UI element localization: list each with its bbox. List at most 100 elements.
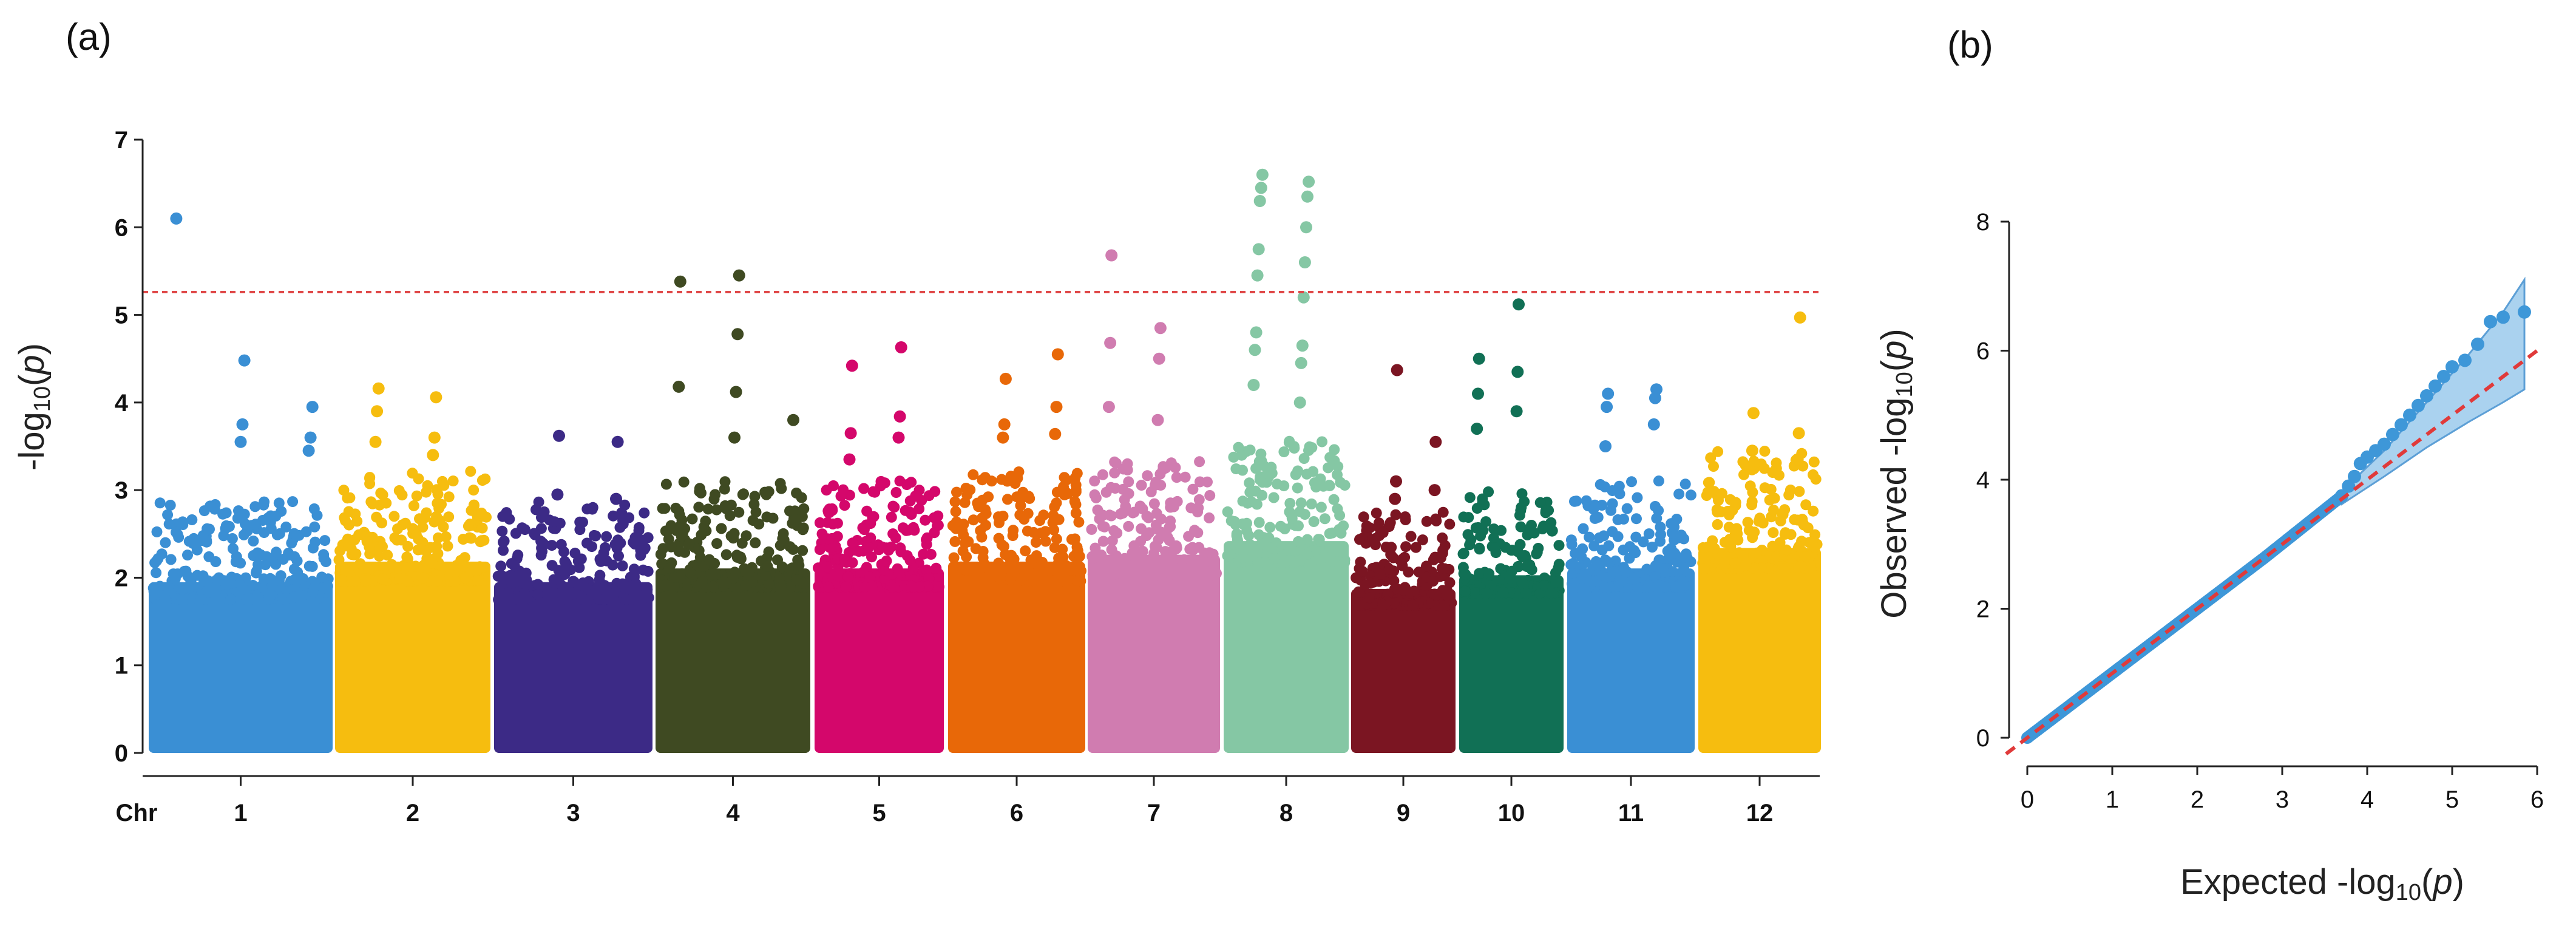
chromosome-6-point bbox=[1069, 495, 1080, 507]
chromosome-10-point bbox=[1474, 542, 1485, 554]
chromosome-7-point bbox=[1171, 472, 1182, 483]
chromosome-4-point bbox=[657, 503, 668, 514]
chromosome-5-point bbox=[833, 571, 844, 582]
chromosome-6-point bbox=[1035, 527, 1047, 539]
chromosome-9-point bbox=[1364, 522, 1375, 534]
chromosome-6-point bbox=[1071, 547, 1083, 559]
chromosome-2-point bbox=[399, 517, 411, 529]
chromosome-2-point bbox=[468, 499, 480, 511]
chromosome-12-point bbox=[1730, 524, 1742, 536]
chromosome-7-point bbox=[1199, 547, 1210, 559]
chromosome-3-point bbox=[532, 589, 543, 601]
chromosome-2-point bbox=[334, 545, 346, 557]
chromosome-1-body bbox=[149, 582, 333, 753]
chromosome-11-point bbox=[1592, 511, 1604, 523]
qq-x-axis-title: Expected -log10(p) bbox=[2180, 862, 2464, 905]
chromosome-11-point bbox=[1612, 531, 1624, 542]
chromosome-1-point bbox=[162, 509, 174, 520]
chromosome-4-point bbox=[741, 530, 752, 542]
chromosome-1-point bbox=[270, 510, 282, 522]
chromosome-3-point bbox=[633, 525, 645, 536]
chromosome-8-point bbox=[1241, 517, 1252, 529]
chromosome-4-point bbox=[797, 524, 808, 536]
chromosome-7-point bbox=[1144, 527, 1155, 539]
chromosome-10-point bbox=[1481, 588, 1493, 599]
chromosome-1-point bbox=[176, 594, 188, 605]
chromosome-12-point bbox=[1725, 541, 1737, 553]
chromosome-1-point bbox=[277, 554, 289, 565]
chromosome-10-point bbox=[1465, 534, 1477, 545]
chromosome-5-point bbox=[847, 557, 858, 568]
chromosome-1-point bbox=[218, 530, 229, 542]
chromosome-3-point bbox=[537, 537, 549, 549]
chromosome-label-11: 11 bbox=[1618, 800, 1644, 826]
chromosome-11-point bbox=[1574, 546, 1586, 557]
chromosome-11-point bbox=[1621, 503, 1633, 514]
chromosome-1-point bbox=[198, 576, 209, 587]
chromosome-9-point bbox=[1428, 576, 1439, 587]
chromosome-6-point bbox=[1020, 545, 1031, 557]
chromosome-4-point bbox=[697, 576, 708, 587]
chromosome-12-point bbox=[1794, 486, 1805, 497]
chromosome-1-point bbox=[287, 496, 299, 508]
chromosome-2-point bbox=[367, 498, 378, 509]
chromosome-9-point bbox=[1400, 511, 1411, 523]
chromosome-12-point bbox=[1794, 540, 1805, 552]
chromosome-1-point bbox=[277, 593, 289, 605]
chromosome-12-point bbox=[1776, 508, 1788, 520]
chromosome-8-point bbox=[1256, 489, 1268, 501]
chromosome-1-point bbox=[274, 574, 285, 586]
chromosome-7-point bbox=[1088, 552, 1100, 563]
chromosome-9-point bbox=[1360, 579, 1371, 591]
chromosome-11-top-point bbox=[1602, 387, 1615, 400]
chromosome-11-point bbox=[1581, 495, 1592, 506]
chromosome-7-point bbox=[1148, 498, 1160, 509]
chromosome-12-point bbox=[1708, 461, 1719, 472]
chromosome-8-point bbox=[1295, 497, 1307, 509]
chromosome-label-8: 8 bbox=[1280, 800, 1293, 826]
chromosome-5-point bbox=[904, 554, 916, 566]
chromosome-6-point bbox=[1070, 479, 1082, 491]
chromosome-3-point bbox=[639, 507, 650, 519]
chromosome-label-1: 1 bbox=[234, 800, 247, 826]
chromosome-3-point bbox=[549, 516, 560, 528]
chromosome-11-point bbox=[1629, 545, 1640, 556]
chromosome-8-point bbox=[1238, 552, 1249, 563]
chromosome-1-point bbox=[238, 529, 249, 540]
chromosome-7-point bbox=[1204, 490, 1216, 501]
chromosome-1-point bbox=[226, 577, 237, 589]
chromosome-9-point bbox=[1377, 599, 1388, 610]
chromosome-6-point bbox=[1002, 494, 1013, 505]
chromosome-1-point bbox=[217, 508, 229, 520]
chromosome-5-point bbox=[842, 571, 854, 582]
chromosome-4-body bbox=[656, 568, 810, 753]
chromosome-2-point bbox=[408, 500, 419, 511]
chromosome-7-points bbox=[1086, 249, 1222, 753]
chromosome-5-point bbox=[886, 511, 897, 523]
chromosome-4-point bbox=[762, 560, 773, 572]
chromosome-7-point bbox=[1108, 525, 1120, 536]
chromosome-5-point bbox=[895, 546, 907, 557]
chromosome-6-top-point bbox=[1049, 427, 1062, 440]
chromosome-8-point bbox=[1317, 436, 1327, 448]
chromosome-4-top-point bbox=[674, 275, 686, 288]
chromosome-6-point bbox=[970, 543, 981, 554]
chromosome-6-point bbox=[1034, 515, 1046, 526]
chromosome-12-point bbox=[1712, 446, 1724, 457]
chromosome-8-point bbox=[1253, 529, 1264, 540]
chromosome-1-point bbox=[263, 593, 275, 605]
chromosome-7-point bbox=[1160, 462, 1171, 474]
chromosome-1-top-point bbox=[238, 354, 251, 367]
chromosome-7-point bbox=[1165, 502, 1176, 513]
chromosome-8-point bbox=[1224, 549, 1236, 560]
chromosome-2-point bbox=[436, 499, 447, 510]
chromosome-4-point bbox=[686, 513, 698, 525]
qq-point bbox=[2496, 310, 2510, 324]
chromosome-6-point bbox=[1065, 564, 1077, 576]
chromosome-1-point bbox=[253, 591, 264, 603]
chromosome-8-top-point bbox=[1252, 243, 1265, 256]
chromosome-2-point bbox=[410, 560, 421, 572]
chromosome-6-point bbox=[1047, 517, 1059, 528]
chromosome-11-point bbox=[1667, 566, 1678, 577]
chromosome-5-point bbox=[832, 517, 843, 529]
